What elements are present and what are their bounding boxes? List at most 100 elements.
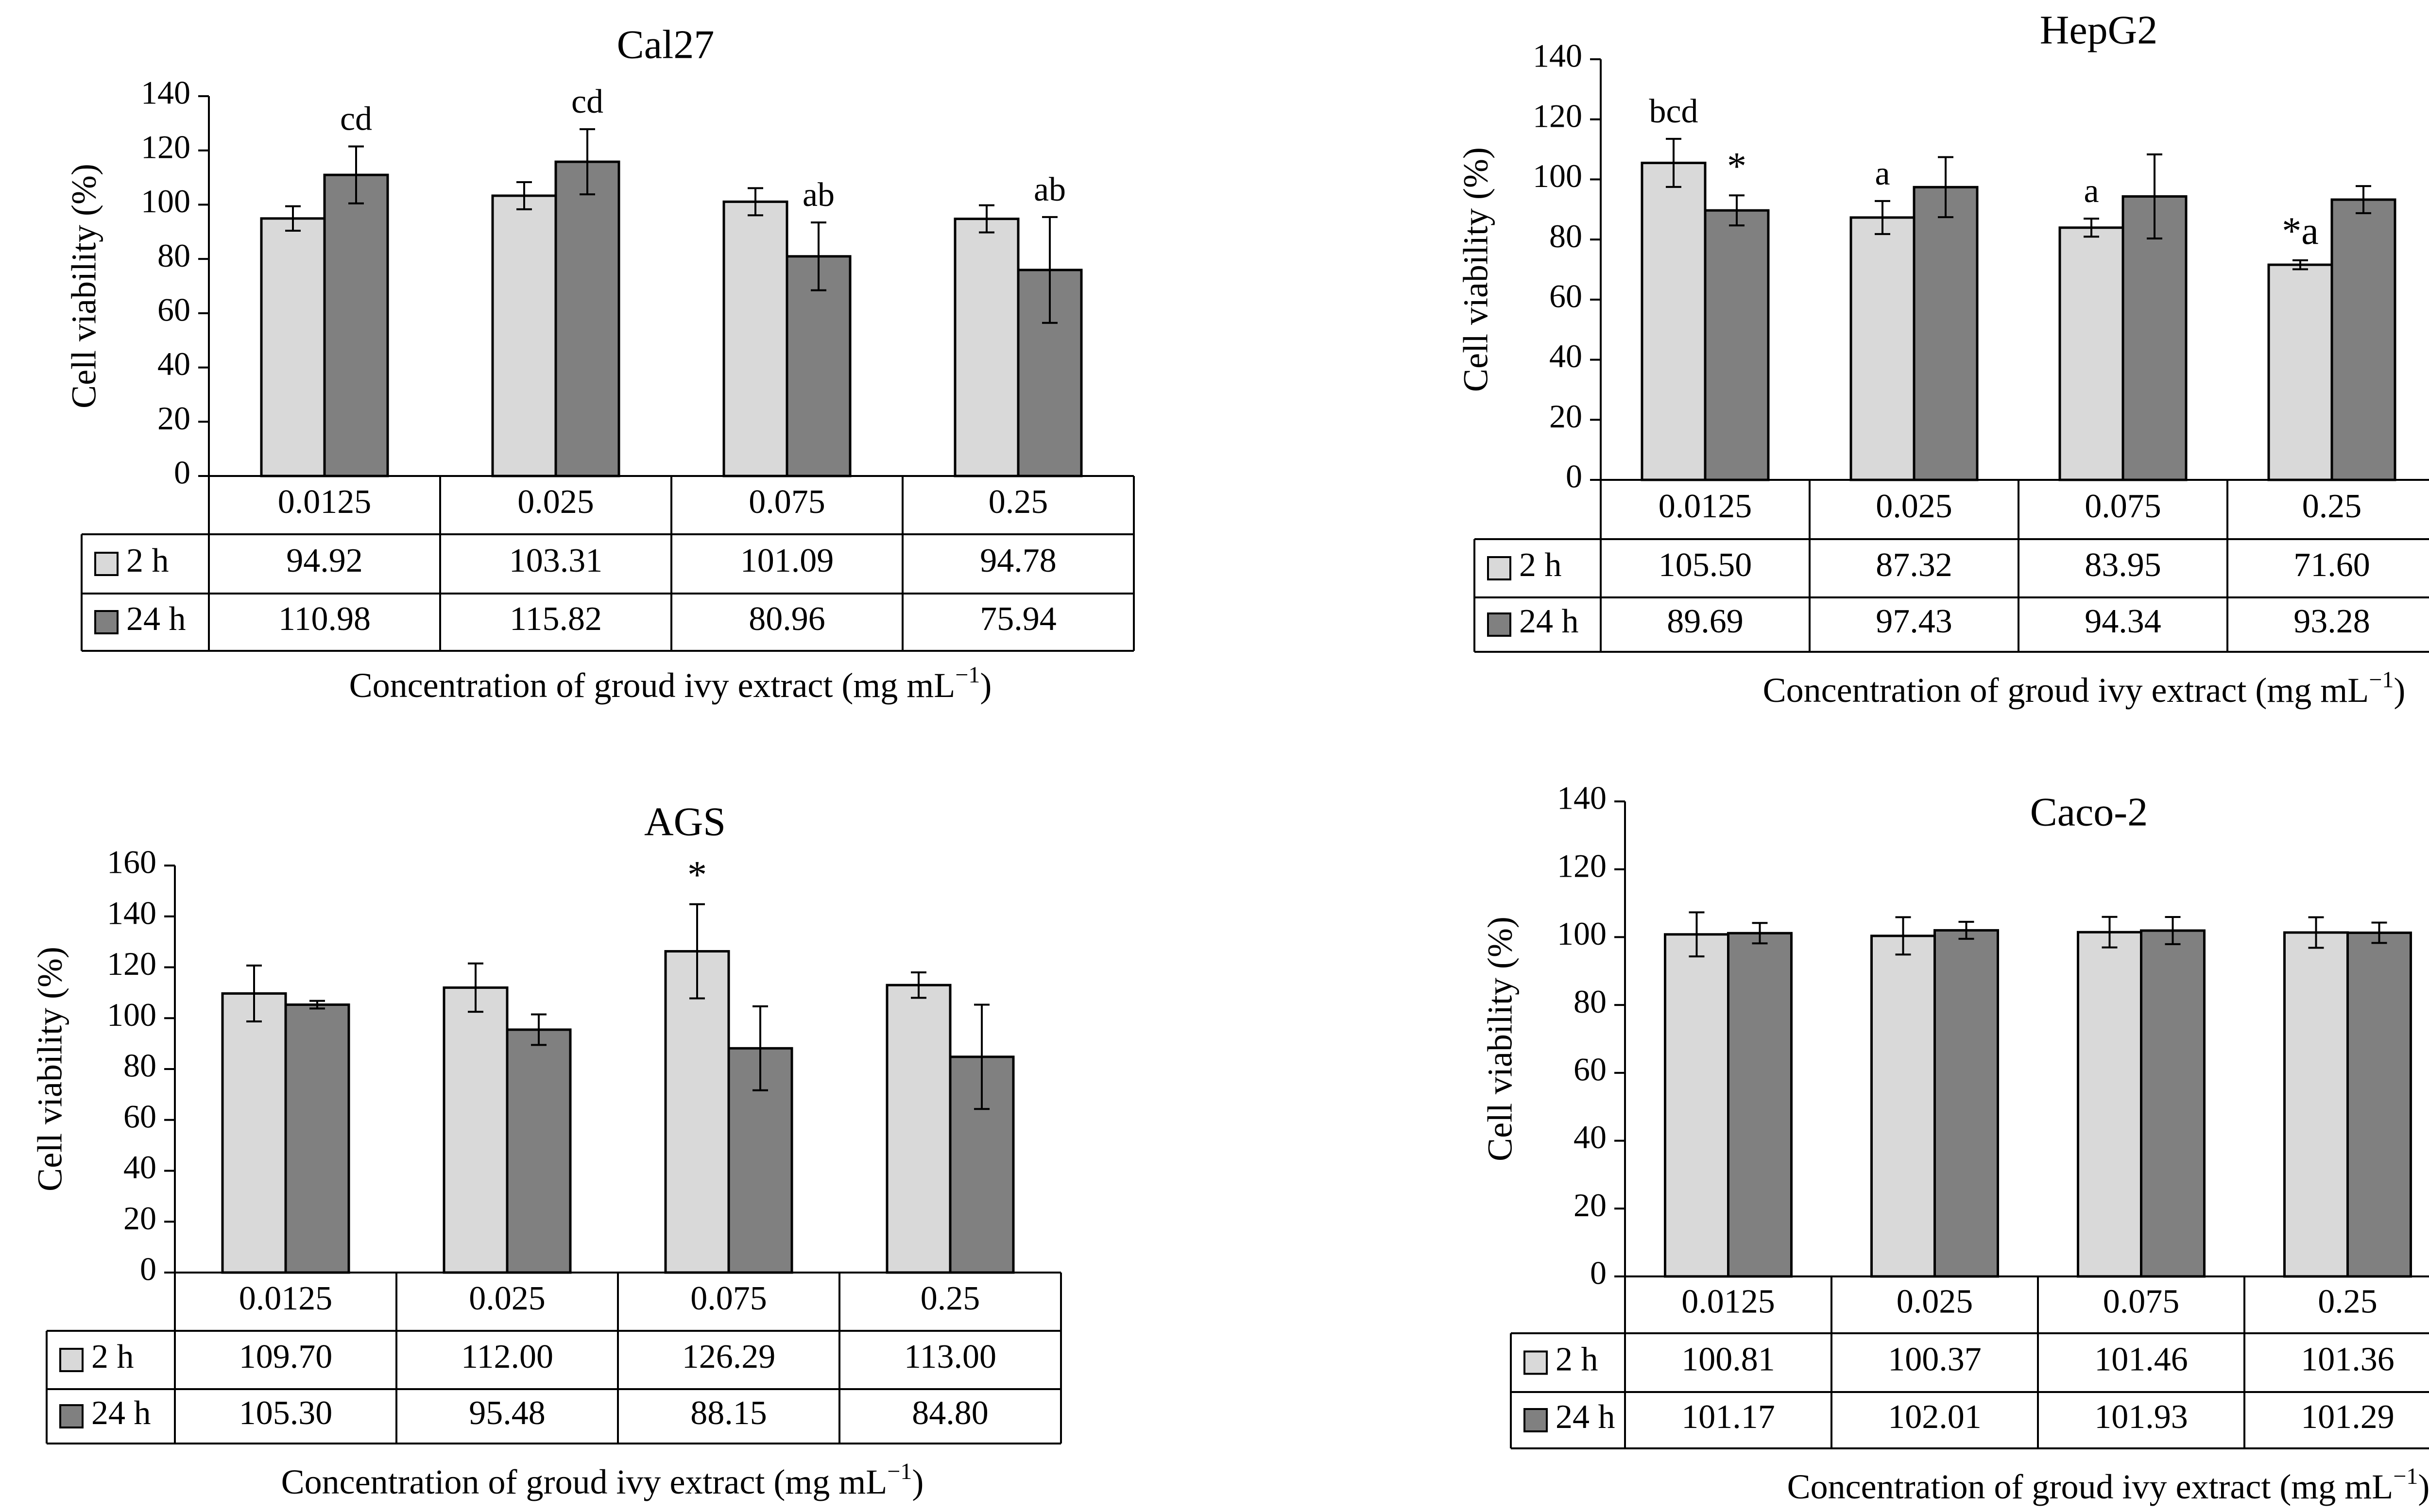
y-axis-label: Cell viability (%) — [31, 947, 69, 1191]
bar-2h — [886, 984, 952, 1274]
bar-2h — [221, 992, 287, 1274]
category-label: 0.0125 — [239, 1280, 333, 1317]
legend-label: 2 h — [1556, 1341, 1598, 1378]
data-value-cell: 105.30 — [239, 1394, 333, 1432]
data-value-cell: 101.36 — [2301, 1341, 2395, 1378]
chart-title: HepG2 — [2040, 7, 2158, 52]
chart-title: AGS — [644, 799, 726, 844]
x-axis-label-end: ) — [2418, 1467, 2429, 1506]
x-axis-label-end: ) — [2394, 671, 2405, 710]
y-tick-label: 60 — [1549, 277, 1582, 314]
bar-2h — [1849, 216, 1916, 481]
bar-2h — [1664, 933, 1729, 1278]
category-label: 0.25 — [989, 483, 1048, 521]
significance-label: a — [2084, 172, 2099, 210]
x-axis-label-main: Concentration of groud ivy extract (mg m… — [349, 666, 956, 705]
significance-label: a — [1875, 155, 1890, 192]
y-tick-label: 60 — [1574, 1051, 1607, 1087]
y-tick-label: 100 — [1533, 157, 1582, 194]
legend-swatch-2h — [59, 1348, 84, 1372]
data-value-cell: 94.78 — [980, 542, 1057, 579]
bar-24h — [506, 1028, 572, 1274]
category-label: 0.0125 — [1659, 488, 1752, 525]
chart-panel-0: Cal27 Cell viability (%) 0 20 40 60 80 100 120 14… — [65, 22, 1135, 705]
significance-label: cd — [340, 100, 372, 137]
legend-swatch-2h — [1487, 556, 1511, 580]
data-value-cell: 113.00 — [904, 1338, 996, 1376]
bar-2h — [722, 200, 788, 477]
data-value-cell: 105.50 — [1659, 546, 1752, 584]
data-value-cell: 101.09 — [740, 542, 834, 579]
chart-panel-3: Caco-2 Cell viability (%) 0 20 40 60 80 100 120 1… — [1481, 780, 2429, 1506]
bar-24h — [1933, 929, 1999, 1278]
y-tick-label: 120 — [1557, 847, 1607, 884]
bar-2h — [664, 950, 730, 1274]
y-tick-label: 0 — [1590, 1255, 1607, 1291]
category-label: 0.0125 — [278, 483, 372, 521]
legend-label: 24 h — [1556, 1398, 1615, 1436]
y-tick-label: 0 — [140, 1251, 156, 1288]
significance-label: ab — [1034, 171, 1066, 208]
y-tick-label: 20 — [1574, 1187, 1607, 1223]
legend-label: 2 h — [91, 1338, 134, 1376]
bar-2h — [260, 217, 326, 477]
data-value-cell: 84.80 — [912, 1394, 989, 1432]
x-axis-label: Concentration of groud ivy extract (mg m… — [349, 662, 992, 705]
significance-label: * — [687, 854, 707, 897]
data-value-cell: 101.93 — [2094, 1398, 2188, 1436]
data-value-cell: 103.31 — [509, 542, 603, 579]
data-value-cell: 100.37 — [1888, 1341, 1982, 1378]
data-value-cell: 88.15 — [690, 1394, 767, 1432]
bar-24h — [2140, 929, 2206, 1278]
x-axis-label-main: Concentration of groud ivy extract (mg m… — [1763, 671, 2369, 710]
data-value-cell: 109.70 — [239, 1338, 333, 1376]
category-label: 0.075 — [690, 1280, 767, 1317]
y-tick-label: 140 — [107, 894, 156, 931]
bar-2h — [1641, 161, 1707, 481]
category-label: 0.025 — [469, 1280, 546, 1317]
bar-2h — [2267, 263, 2333, 481]
category-label: 0.025 — [1876, 488, 1952, 525]
category-label: 0.25 — [2302, 488, 2362, 525]
data-value-cell: 126.29 — [682, 1338, 776, 1376]
y-tick-label: 120 — [141, 128, 190, 165]
bar-24h — [2330, 198, 2396, 481]
y-tick-label: 160 — [107, 844, 156, 881]
y-axis-label: Cell viability (%) — [1456, 147, 1495, 392]
y-tick-label: 20 — [157, 400, 190, 437]
y-tick-label: 0 — [1566, 458, 1582, 495]
bar-24h — [284, 1003, 350, 1274]
significance-label: cd — [571, 83, 603, 120]
legend-label: 24 h — [1519, 603, 1579, 640]
chart-title: Caco-2 — [2030, 789, 2148, 834]
y-tick-label: 40 — [157, 345, 190, 382]
y-tick-label: 100 — [141, 183, 190, 220]
y-tick-label: 40 — [1549, 338, 1582, 374]
legend-label: 24 h — [126, 600, 186, 638]
y-axis-label: Cell viability (%) — [1481, 917, 1520, 1161]
data-value-cell: 94.92 — [286, 542, 363, 579]
bar-2h — [2077, 931, 2142, 1278]
y-tick-label: 140 — [141, 74, 190, 111]
bar-24h — [1727, 932, 1793, 1278]
x-axis-label-sup: −1 — [2369, 667, 2394, 693]
chart-title: Cal27 — [617, 22, 715, 67]
data-value-cell: 83.95 — [2085, 546, 2161, 584]
x-axis-label-end: ) — [912, 1462, 924, 1501]
data-value-cell: 112.00 — [461, 1338, 553, 1376]
data-value-cell: 95.48 — [469, 1394, 546, 1432]
y-tick-label: 40 — [1574, 1119, 1607, 1155]
chart-panel-1: HepG2 Cell viability (%) 0 20 40 60 80 100 120 14… — [1456, 7, 2429, 710]
data-value-cell: 94.34 — [2085, 603, 2161, 640]
y-tick-label: 60 — [157, 291, 190, 328]
data-value-cell: 101.46 — [2094, 1341, 2188, 1378]
y-tick-label: 140 — [1533, 37, 1582, 74]
y-tick-label: 100 — [107, 996, 156, 1033]
y-tick-label: 20 — [1549, 398, 1582, 435]
category-label: 0.0125 — [1681, 1283, 1775, 1321]
data-value-cell: 101.29 — [2301, 1398, 2395, 1436]
category-label: 0.25 — [2318, 1283, 2378, 1321]
legend-swatch-2h — [1523, 1350, 1548, 1375]
x-axis-label-main: Concentration of groud ivy extract (mg m… — [1787, 1467, 2394, 1506]
